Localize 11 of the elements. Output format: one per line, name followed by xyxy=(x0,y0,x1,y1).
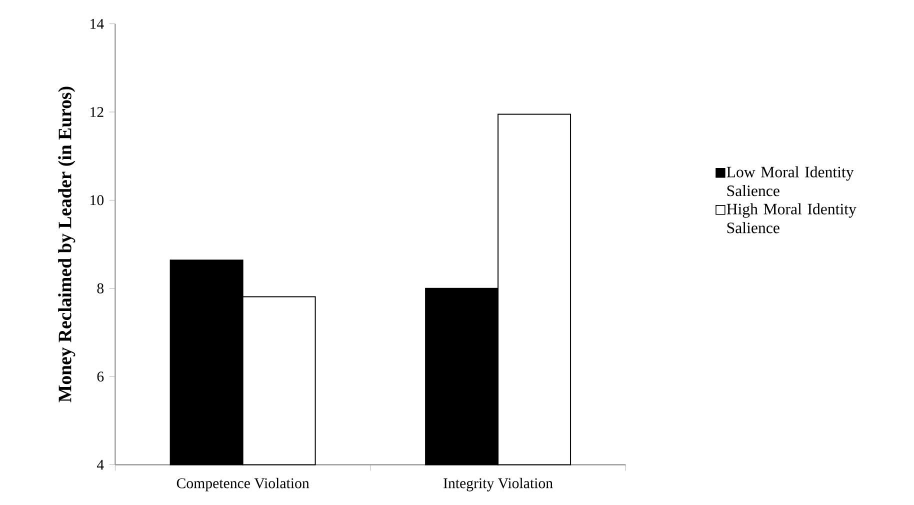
y-tick-label: 14 xyxy=(90,18,104,28)
y-tick-label: 10 xyxy=(90,194,104,205)
y-tick-label: 8 xyxy=(97,283,104,294)
y-tick-label: 4 xyxy=(96,460,104,470)
x-tick-label: Integrity Violation xyxy=(444,478,553,492)
x-tick-label: Competence Violation xyxy=(176,478,310,492)
y-axis-title: Money Reclaimed by Leader (in Euros) xyxy=(58,86,76,402)
y-tick-label: 12 xyxy=(90,106,104,117)
y-tick-label: 6 xyxy=(97,371,104,382)
legend-label: Low Moral Identity Salience xyxy=(726,166,854,196)
legend-label: High Moral Identity Salience xyxy=(726,203,856,233)
